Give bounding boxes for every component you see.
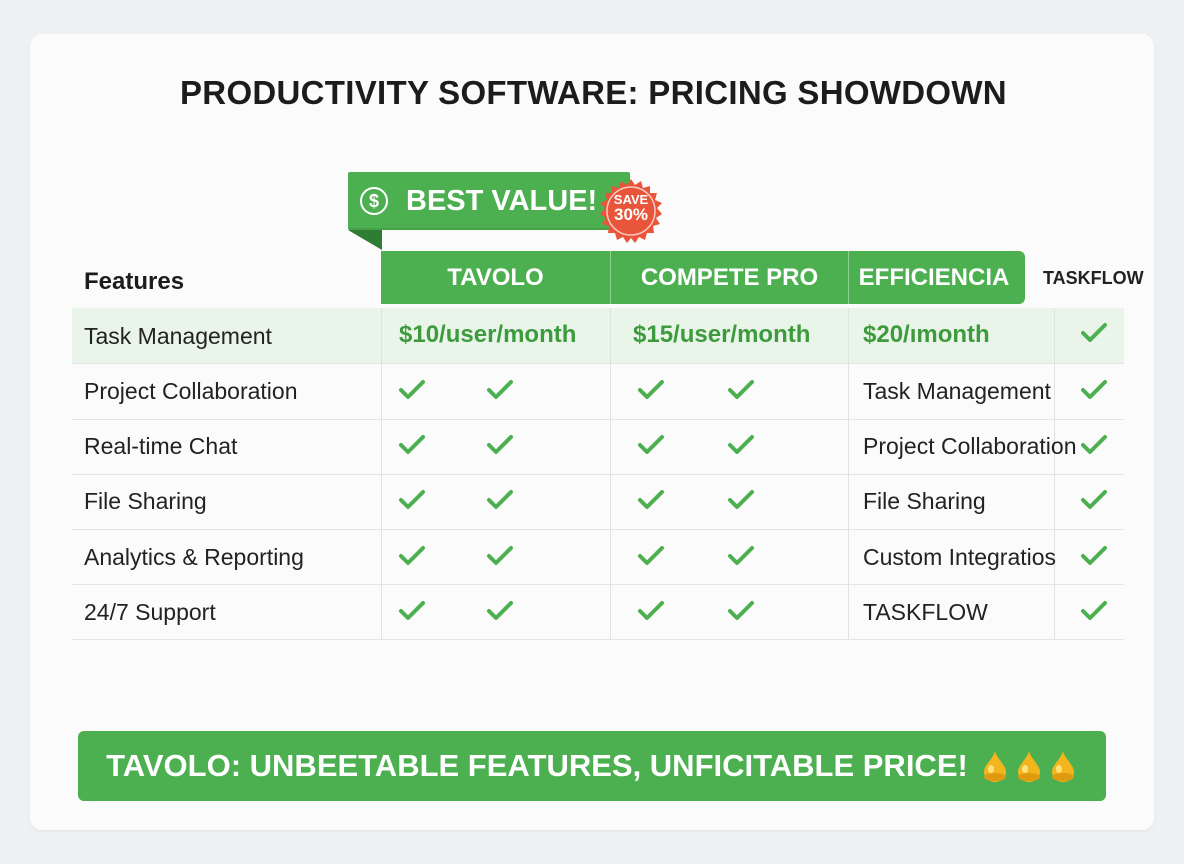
check-icon (398, 378, 426, 402)
check-icon (486, 544, 514, 568)
check-icon (727, 599, 755, 623)
table-row (72, 584, 1124, 640)
taskflow-header: TASKFLOW (1043, 268, 1144, 288)
save-badge-icon: SAVE 30% (598, 178, 664, 244)
check-icon (637, 433, 665, 457)
check-icon (486, 599, 514, 623)
price-tavolo: $10/user/month (399, 321, 577, 348)
drop-icons (980, 749, 1078, 783)
check-icon (1080, 321, 1108, 345)
check-icon (1080, 378, 1108, 402)
price-efficiencia: $20/ımonth (863, 321, 990, 348)
efficiencia-cell: File Sharing (863, 488, 986, 514)
efficiencia-cell: TASKFLOW (863, 599, 988, 625)
check-icon (1080, 488, 1108, 512)
feature-label: Task Management (84, 323, 272, 349)
dollar-icon: $ (360, 187, 388, 215)
best-value-banner: $ BEST VALUE! (348, 172, 630, 230)
price-compete-pro: $15/user/month (633, 321, 811, 348)
check-icon (637, 544, 665, 568)
banner-fold (348, 230, 382, 250)
table-row (72, 364, 1124, 420)
table-row (72, 308, 1124, 364)
best-value-label: BEST VALUE! (406, 184, 598, 217)
check-icon (1080, 599, 1108, 623)
product-header-compete-pro: COMPETE PRO (640, 263, 819, 291)
efficiencia-cell: Custom Integratios (863, 544, 1057, 570)
footer-banner: TAVOLO: UNBEETABLE FEATURES, UNFICITABLE… (78, 731, 1106, 801)
feature-label: Project Collaboration (84, 378, 298, 404)
efficiencia-cell: Task Management (863, 378, 1051, 404)
check-icon (727, 378, 755, 402)
check-icon (1080, 433, 1108, 457)
check-icon (637, 488, 665, 512)
product-header-bar (381, 251, 1025, 304)
check-icon (398, 488, 426, 512)
content-card (30, 34, 1154, 830)
check-icon (398, 544, 426, 568)
check-icon (1080, 544, 1108, 568)
feature-label: Real-time Chat (84, 433, 238, 459)
check-icon (637, 378, 665, 402)
check-icon (398, 599, 426, 623)
column-divider (848, 308, 849, 639)
drop-icon (1017, 751, 1040, 782)
feature-label: File Sharing (84, 488, 207, 514)
column-divider (381, 308, 382, 639)
product-header-efficiencia: EFFICIENCIA (858, 263, 1010, 291)
feature-label: 24/7 Support (84, 599, 216, 625)
save-badge-line1: SAVE (613, 192, 649, 207)
check-icon (727, 488, 755, 512)
feature-label: Analytics & Reporting (84, 544, 304, 570)
save-badge-line2: 30% (613, 205, 649, 224)
check-icon (486, 378, 514, 402)
table-row (72, 419, 1124, 475)
efficiencia-cell: Project Collaboration (863, 433, 1077, 459)
table-row (72, 529, 1124, 585)
page-title: PRODUCTIVITY SOFTWARE: PRICING SHOWDOWN (180, 74, 1007, 111)
column-divider (610, 308, 611, 639)
check-icon (637, 599, 665, 623)
product-header-tavolo: TAVOLO (447, 263, 544, 291)
currency-symbol: $ (368, 190, 379, 211)
drop-icon (1051, 751, 1074, 782)
header-divider (610, 251, 611, 304)
check-icon (486, 488, 514, 512)
features-header: Features (84, 268, 185, 295)
drop-icon (983, 751, 1006, 782)
table-row (72, 474, 1124, 530)
check-icon (486, 433, 514, 457)
footer-text: TAVOLO: UNBEETABLE FEATURES, UNFICITABLE… (106, 748, 968, 783)
check-icon (727, 433, 755, 457)
check-icon (727, 544, 755, 568)
check-icon (398, 433, 426, 457)
column-divider (1054, 308, 1055, 639)
header-divider (848, 251, 849, 304)
